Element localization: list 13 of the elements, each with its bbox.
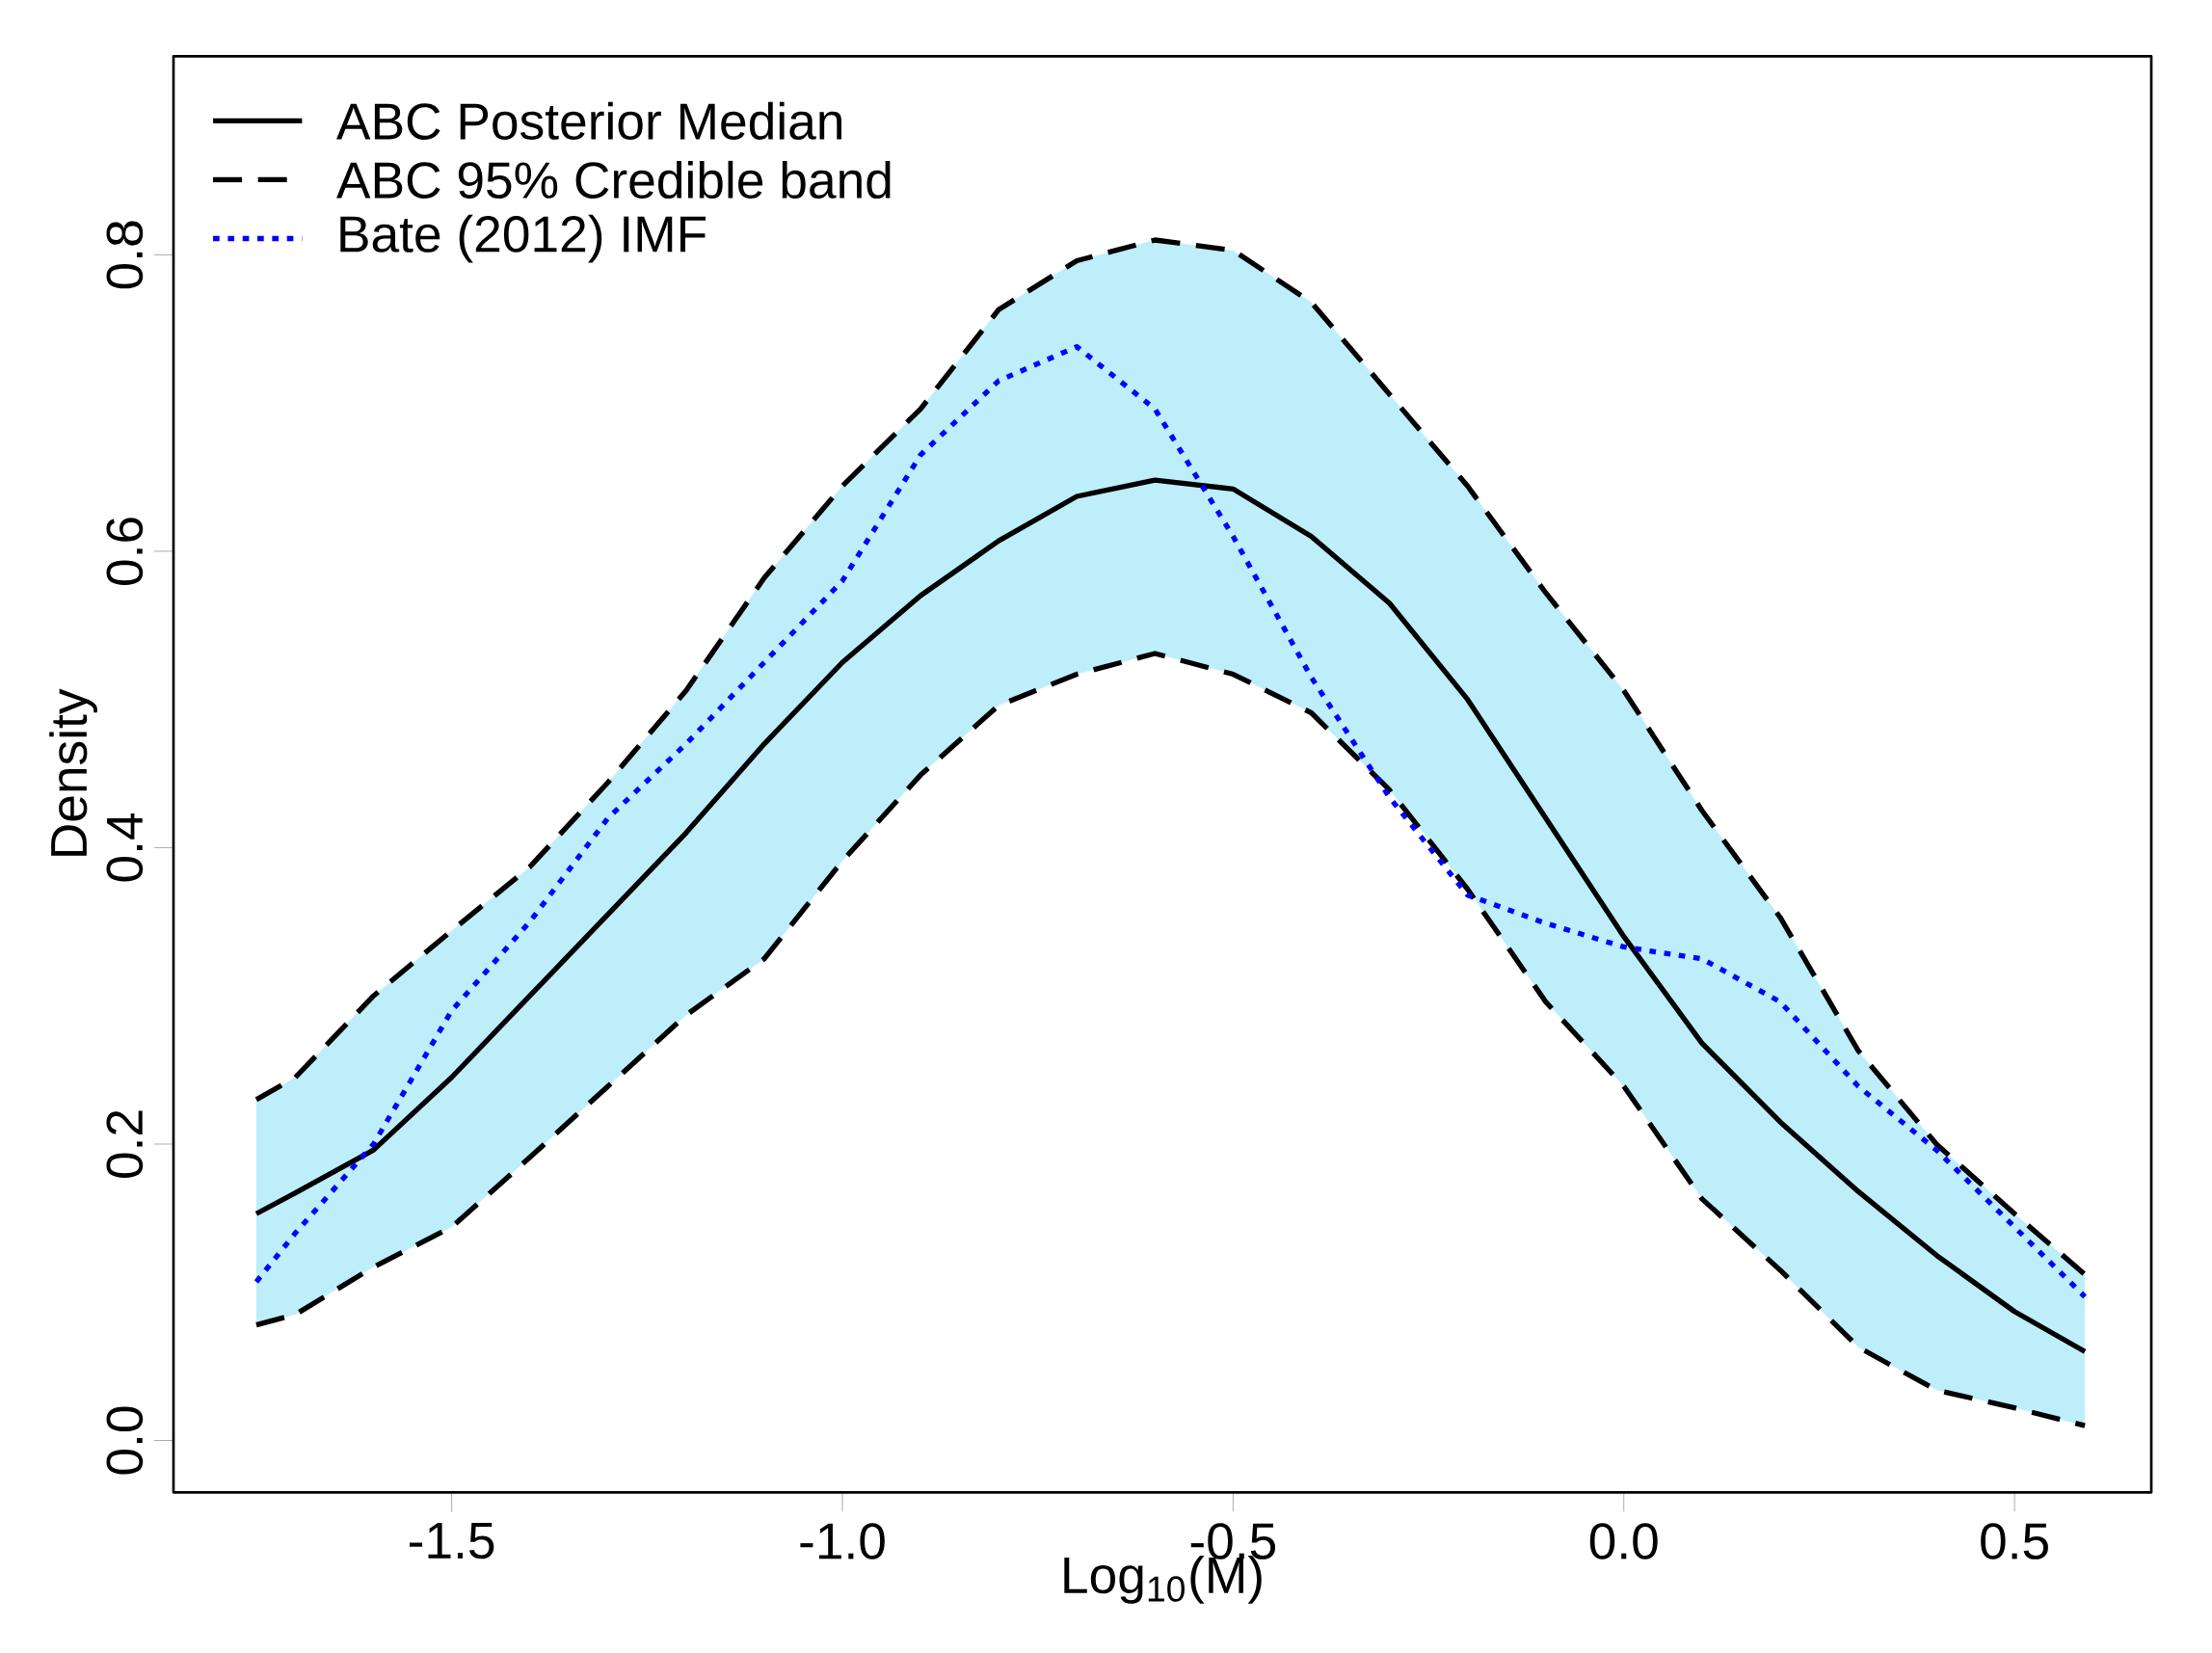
x-tick-label: -1.5 [410, 1523, 494, 1560]
y-tick-label: 0.6 [106, 518, 144, 585]
y-tick-label: 0.2 [106, 1110, 144, 1178]
legend-label: Bate (2012) IMF [340, 214, 706, 263]
y-axis-title: Density [49, 688, 97, 856]
x-tick-label: 0.5 [1981, 1523, 2048, 1560]
y-tick-label: 0.4 [106, 813, 144, 882]
legend-label: ABC Posterior Median [336, 101, 841, 140]
y-tick-label: 0.8 [106, 221, 144, 289]
legend-label: ABC 95% Credible band [336, 160, 891, 200]
x-tick-label: -1.0 [800, 1523, 885, 1560]
y-tick-label: 0.0 [106, 1406, 144, 1475]
x-tick-label: 0.0 [1589, 1523, 1658, 1560]
